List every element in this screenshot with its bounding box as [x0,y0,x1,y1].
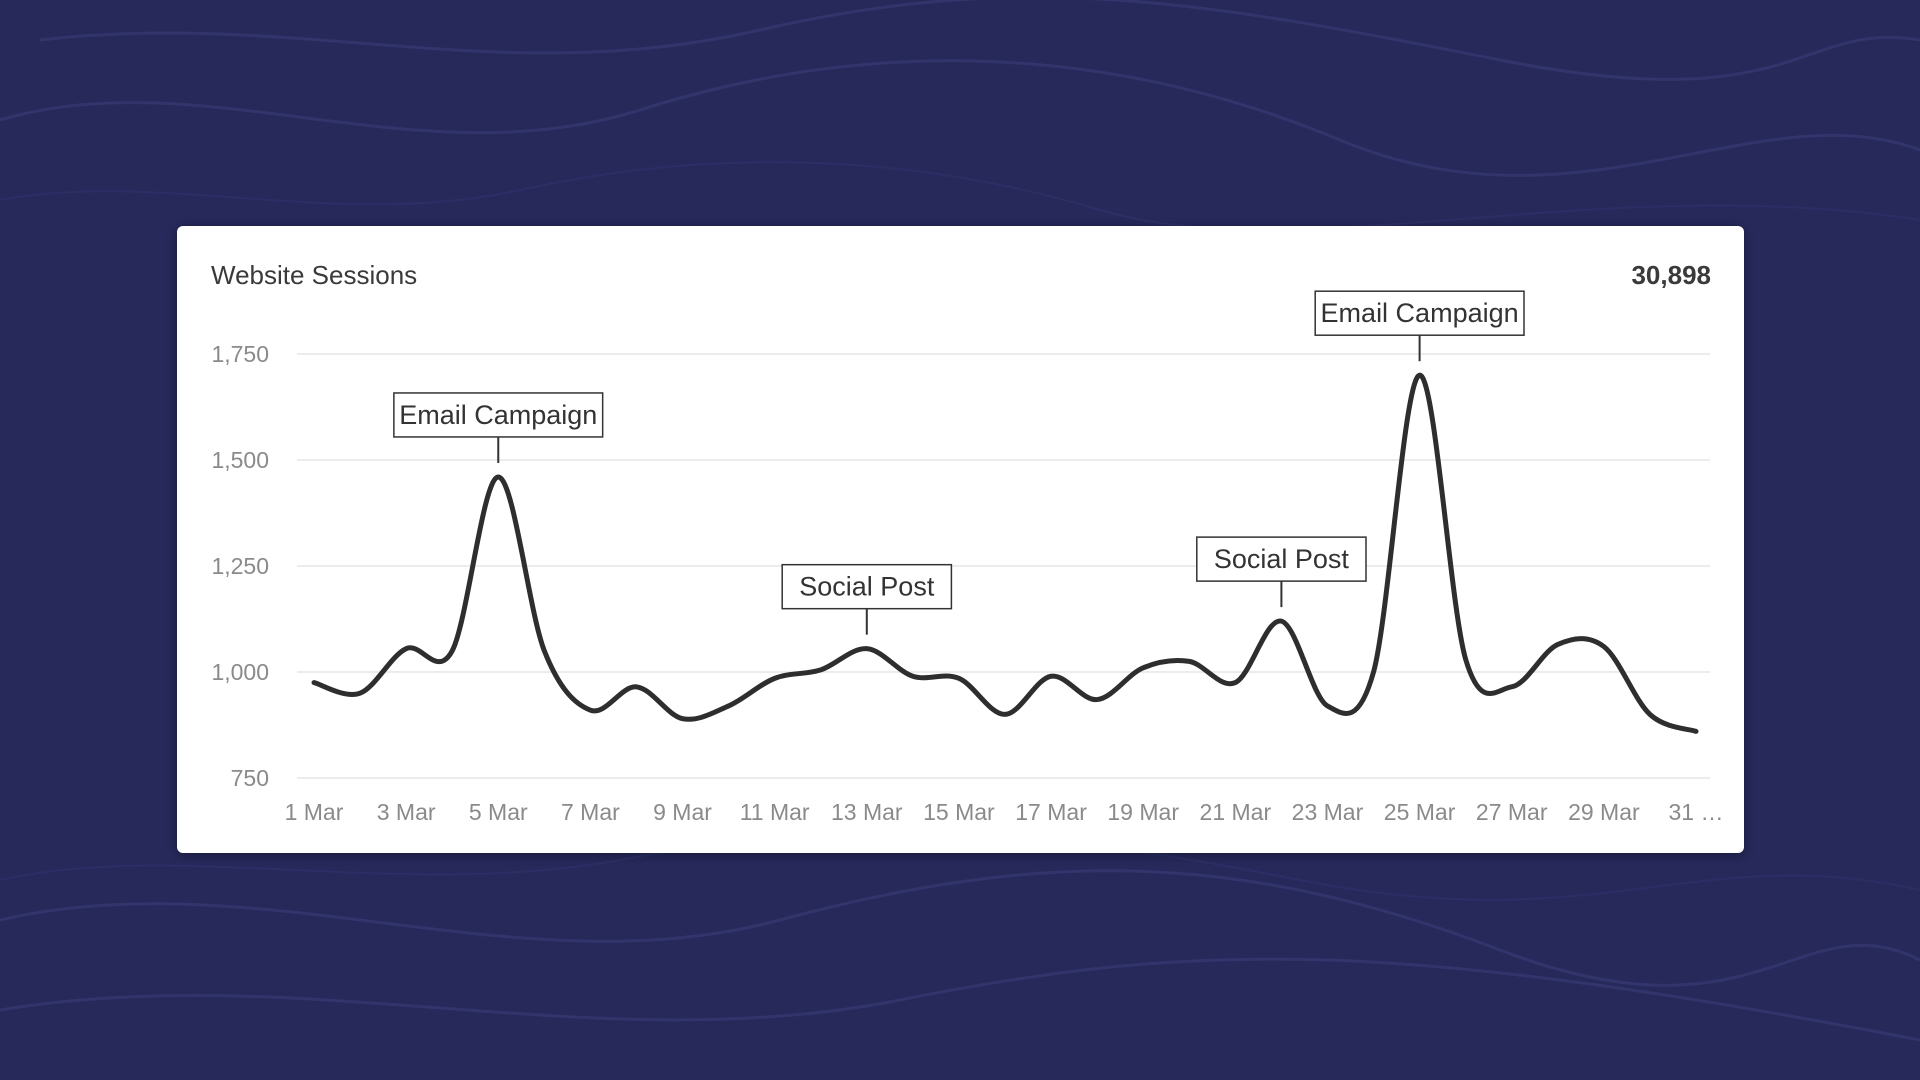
annotation-box [1196,536,1367,582]
series-line-sessions [311,372,1699,734]
annotation-label: Email Campaign [399,400,597,430]
y-tick-label: 1,000 [211,659,269,685]
line-chart: 750 1,000 1,250 1,500 1,750 1 Mar 3 Mar 5 Mar 7 … [211,290,1724,825]
x-tick-label: 29 Mar [1568,799,1640,825]
x-tick-label: 23 Mar [1292,799,1364,825]
x-tick-label: 15 Mar [923,799,995,825]
x-tick-label: 25 Mar [1384,799,1456,825]
x-tick-label: 17 Mar [1015,799,1087,825]
x-tick-label: 27 Mar [1476,799,1548,825]
annotation-label: Social Post [799,572,935,602]
chart-card: Website Sessions 30,898 750 1,000 1,250 1,5… [177,226,1744,853]
y-tick-label: 750 [231,765,269,791]
x-tick-label: 7 Mar [561,799,620,825]
y-tick-label: 1,750 [211,341,269,367]
annotation-box [393,392,604,438]
x-tick-label: 31 … [1669,799,1724,825]
x-tick-label: 1 Mar [285,799,344,825]
total-sessions-value: 30,898 [1631,260,1711,290]
annotation-box [1314,290,1525,336]
y-tick-label: 1,250 [211,553,269,579]
x-tick-label: 13 Mar [831,799,903,825]
x-tick-label: 11 Mar [740,799,810,825]
y-tick-label: 1,500 [211,447,269,473]
x-tick-label: 9 Mar [653,799,712,825]
annotation-label: Social Post [1214,544,1350,574]
annotation-box [781,563,953,610]
x-tick-label: 21 Mar [1200,799,1272,825]
x-tick-label: 3 Mar [377,799,436,825]
annotation-label: Email Campaign [1321,298,1519,328]
x-tick-label: 19 Mar [1107,799,1179,825]
chart-title: Website Sessions [211,260,418,290]
x-tick-label: 5 Mar [469,799,528,825]
